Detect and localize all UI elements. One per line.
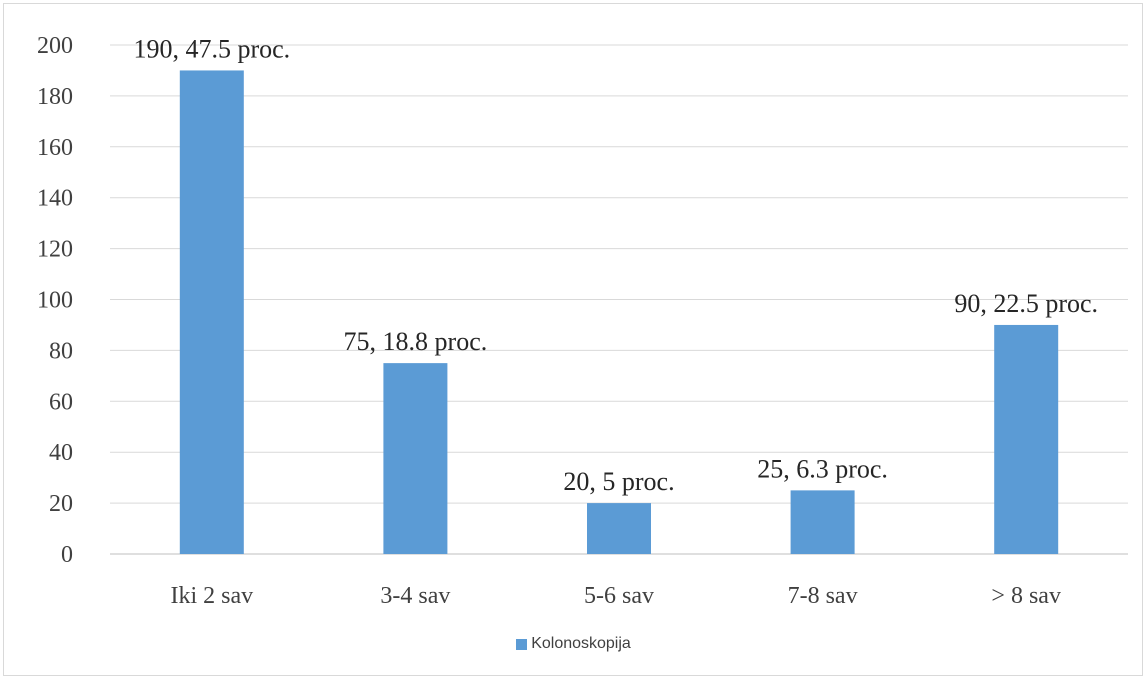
data-label: 20, 5 proc. (563, 467, 674, 496)
legend: Kolonoskopija (0, 635, 1147, 653)
x-category-label: > 8 sav (991, 583, 1061, 609)
x-category-label: Iki 2 sav (170, 583, 253, 609)
gridlines (110, 44, 1128, 555)
data-label: 25, 6.3 proc. (757, 454, 888, 483)
data-label: 90, 22.5 proc. (954, 289, 1098, 318)
legend-swatch (516, 638, 528, 650)
bar (994, 324, 1059, 554)
bar (790, 490, 855, 554)
x-category-label: 7-8 sav (788, 583, 858, 609)
y-tick-label: 200 (37, 33, 73, 59)
y-tick-label: 120 (37, 237, 73, 263)
data-label: 75, 18.8 proc. (344, 327, 488, 356)
y-tick-label: 180 (37, 84, 73, 110)
data-labels: 190, 47.5 proc. 75, 18.8 proc. 20, 5 proc.… (133, 34, 1098, 496)
y-axis-ticks: 0 20 40 60 80 100 120 140 160 180 200 (37, 33, 73, 568)
legend-label: Kolonoskopija (531, 635, 631, 652)
x-category-label: 3-4 sav (380, 583, 450, 609)
bar (587, 503, 651, 554)
data-label: 190, 47.5 proc. (133, 34, 290, 63)
y-tick-label: 0 (61, 542, 73, 568)
y-tick-label: 20 (49, 491, 73, 517)
y-tick-label: 60 (49, 389, 73, 415)
y-tick-label: 40 (49, 440, 73, 466)
bar (179, 70, 244, 554)
x-category-label: 5-6 sav (584, 583, 654, 609)
bar (383, 363, 448, 554)
x-axis-categories: Iki 2 sav 3-4 sav 5-6 sav 7-8 sav > 8 sav (170, 583, 1060, 609)
y-tick-label: 80 (49, 338, 73, 364)
y-tick-label: 100 (37, 288, 73, 314)
y-tick-label: 140 (37, 186, 73, 212)
y-tick-label: 160 (37, 135, 73, 161)
bars (179, 70, 1059, 554)
